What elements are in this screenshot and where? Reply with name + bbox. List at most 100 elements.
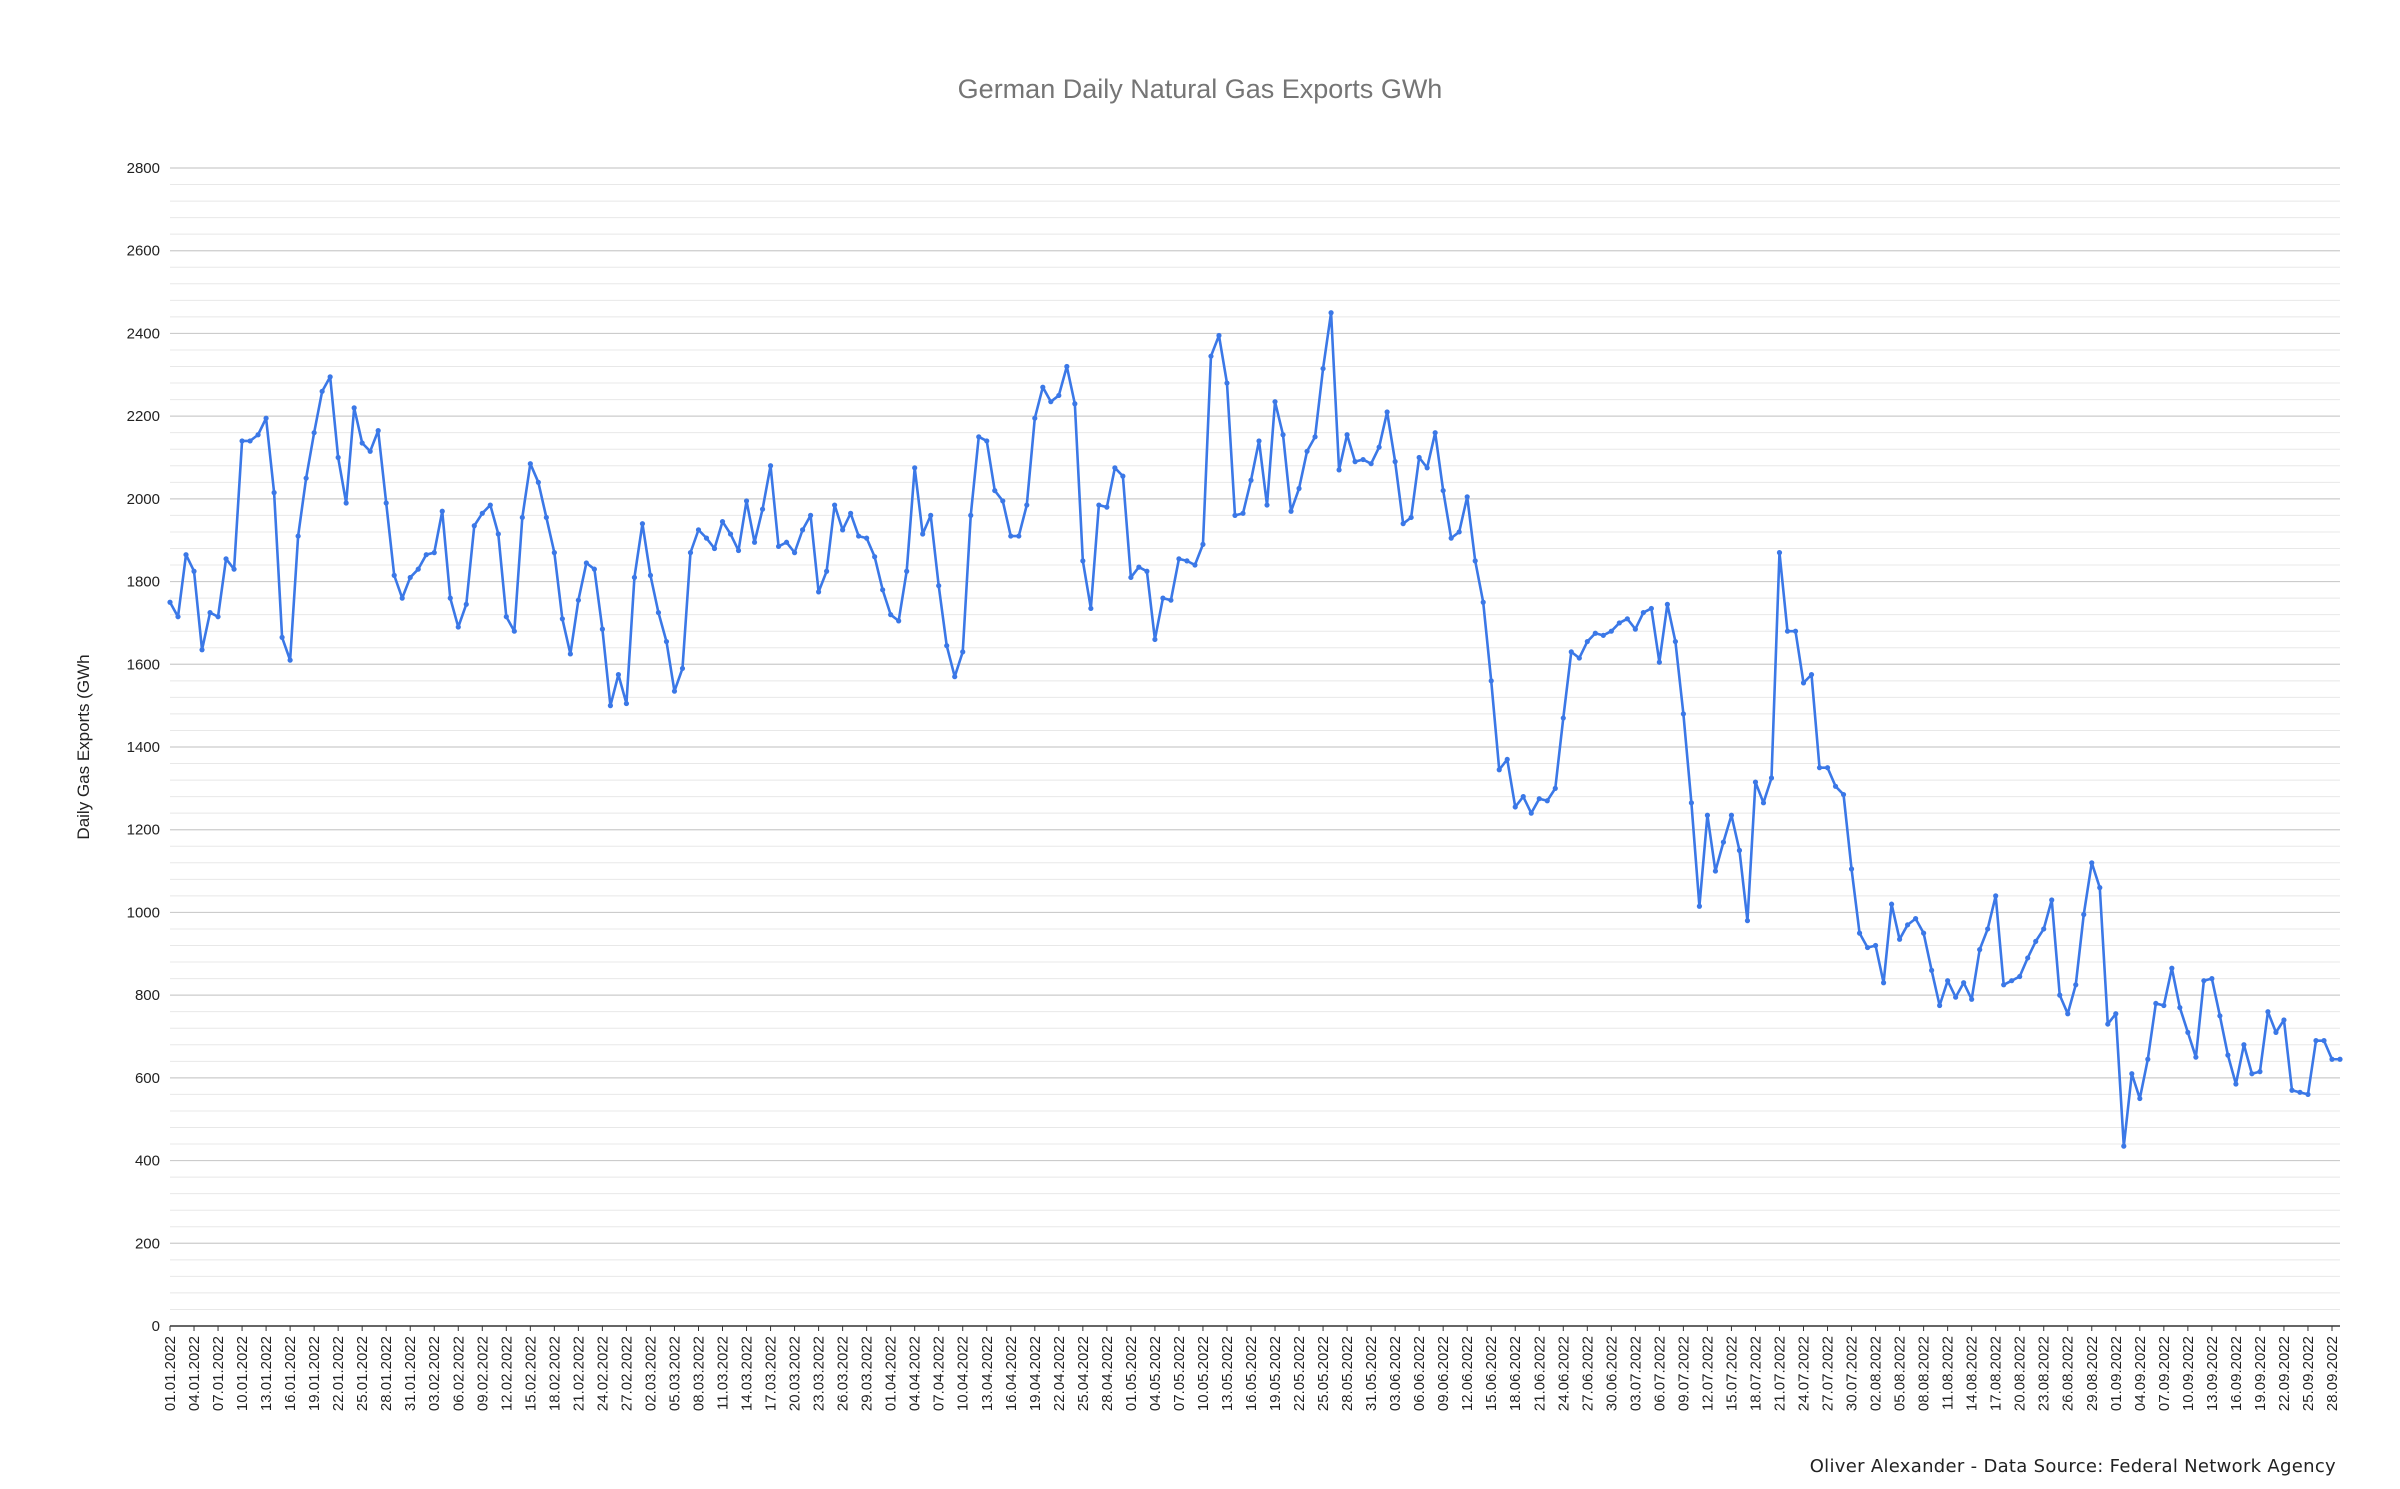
data-point xyxy=(447,595,453,601)
data-point xyxy=(1632,626,1638,632)
data-point xyxy=(1272,399,1278,405)
data-point xyxy=(1977,947,1983,953)
data-point xyxy=(727,531,734,537)
data-point xyxy=(944,643,950,649)
data-point xyxy=(1704,812,1711,818)
data-point xyxy=(631,574,638,581)
x-tick-label: 05.03.2022 xyxy=(666,1336,683,1411)
data-point xyxy=(824,568,830,574)
y-tick-label: 600 xyxy=(135,1070,160,1087)
chart-title: German Daily Natural Gas Exports GWh xyxy=(957,74,1443,104)
data-point xyxy=(1128,574,1134,581)
data-point xyxy=(1120,473,1126,479)
data-point xyxy=(687,550,694,556)
data-point xyxy=(1040,384,1046,390)
y-tick-label: 2600 xyxy=(127,243,160,260)
y-tick-label: 200 xyxy=(135,1235,160,1252)
data-point xyxy=(623,700,630,707)
x-tick-label: 29.08.2022 xyxy=(2084,1336,2101,1411)
x-tick-label: 02.08.2022 xyxy=(1868,1336,1885,1411)
data-point xyxy=(1032,415,1038,421)
data-point xyxy=(1112,465,1118,471)
data-point xyxy=(263,415,269,421)
y-tick-label: 0 xyxy=(152,1318,160,1335)
series-line-group xyxy=(167,310,2343,1149)
data-point xyxy=(303,475,309,481)
x-tick-label: 20.03.2022 xyxy=(787,1336,804,1411)
data-point xyxy=(1848,866,1855,872)
x-tick-label: 22.01.2022 xyxy=(330,1336,347,1411)
data-point xyxy=(655,609,662,616)
data-point xyxy=(2305,1091,2311,1097)
data-point xyxy=(2097,885,2103,891)
data-point xyxy=(175,614,181,620)
x-axis-ticks: 01.01.2022 04.01.2022 07.01.2022 10.01.2022… xyxy=(162,1326,2341,1411)
data-point xyxy=(1064,363,1070,370)
data-point xyxy=(327,374,333,380)
data-point xyxy=(311,430,317,436)
x-tick-label: 31.05.2022 xyxy=(1363,1336,1380,1411)
x-tick-label: 20.08.2022 xyxy=(2012,1336,2029,1411)
x-tick-label: 15.06.2022 xyxy=(1483,1336,1500,1411)
x-tick-label: 16.04.2022 xyxy=(1003,1336,1020,1411)
x-tick-label: 14.08.2022 xyxy=(1964,1336,1981,1411)
data-point xyxy=(1953,994,1959,1000)
data-point xyxy=(1560,715,1566,721)
data-point xyxy=(1840,791,1847,798)
data-point xyxy=(936,583,942,589)
x-tick-label: 19.09.2022 xyxy=(2252,1336,2269,1411)
data-point xyxy=(2217,1013,2223,1019)
x-tick-label: 04.04.2022 xyxy=(907,1336,924,1411)
data-point xyxy=(775,543,782,550)
data-point xyxy=(2201,978,2207,984)
data-point xyxy=(1472,558,1478,564)
data-point xyxy=(2105,1021,2111,1027)
data-point xyxy=(1152,636,1158,643)
x-tick-label: 07.05.2022 xyxy=(1171,1336,1188,1411)
data-point xyxy=(1816,765,1823,771)
data-point xyxy=(2297,1089,2303,1095)
data-point xyxy=(735,547,742,554)
data-point xyxy=(543,514,549,521)
data-point xyxy=(511,628,517,634)
data-point xyxy=(1680,711,1686,717)
data-point xyxy=(992,487,998,494)
x-tick-label: 01.01.2022 xyxy=(162,1336,179,1411)
data-point xyxy=(1768,775,1775,781)
data-point xyxy=(1160,595,1166,601)
data-point xyxy=(287,657,293,663)
data-point xyxy=(1856,930,1863,936)
data-point xyxy=(1600,632,1606,638)
x-tick-label: 24.06.2022 xyxy=(1555,1336,1572,1411)
data-point xyxy=(952,674,958,680)
data-point xyxy=(1304,448,1310,454)
x-tick-label: 27.07.2022 xyxy=(1820,1336,1837,1411)
data-point xyxy=(976,434,982,440)
data-point xyxy=(407,574,413,581)
x-tick-label: 25.04.2022 xyxy=(1075,1336,1092,1411)
data-point xyxy=(583,560,589,566)
data-point xyxy=(1200,541,1206,547)
data-point xyxy=(1808,672,1815,678)
data-point xyxy=(1913,916,1919,922)
data-point xyxy=(880,587,886,593)
x-tick-label: 25.05.2022 xyxy=(1315,1336,1332,1411)
data-point xyxy=(1728,812,1735,818)
data-point xyxy=(856,533,862,539)
data-point xyxy=(167,599,173,605)
x-tick-label: 23.08.2022 xyxy=(2036,1336,2053,1411)
data-point xyxy=(335,454,341,461)
data-point xyxy=(2289,1087,2295,1093)
data-point xyxy=(1240,510,1246,516)
data-point xyxy=(2137,1095,2143,1102)
data-point xyxy=(1896,936,1903,942)
data-point xyxy=(503,614,509,620)
data-point xyxy=(2193,1054,2199,1060)
y-tick-label: 2800 xyxy=(127,160,160,177)
data-point xyxy=(1784,628,1791,634)
data-point xyxy=(2081,911,2087,918)
y-tick-label: 1800 xyxy=(127,574,160,591)
data-point xyxy=(2273,1029,2279,1035)
data-point xyxy=(1392,459,1398,465)
